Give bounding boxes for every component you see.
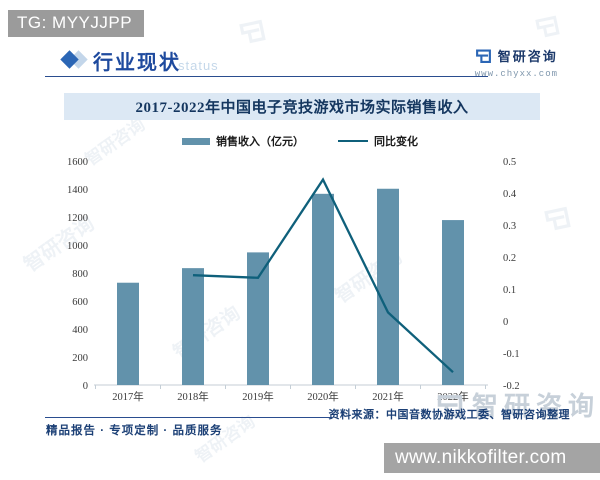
url-label: www.nikkofilter.com <box>395 447 567 468</box>
left-axis-tick: 1000 <box>67 241 88 252</box>
diamond-bullet-icon <box>60 50 91 69</box>
legend-line-swatch <box>338 139 368 143</box>
x-axis-label: 2019年 <box>242 390 274 403</box>
chart-title: 2017-2022年中国电子竞技游戏市场实际销售收入 <box>135 100 469 116</box>
zhiyan-logo-icon <box>475 47 492 64</box>
section-title: 行业现状 <box>93 52 181 74</box>
bar-2020年 <box>312 193 334 385</box>
right-axis-tick: 0 <box>503 317 508 328</box>
x-axis-label: 2017年 <box>112 390 144 403</box>
legend-item-yoy: 同比变化 <box>338 133 418 149</box>
left-axis-tick: 1200 <box>67 213 88 224</box>
right-axis-tick: -0.2 <box>503 381 520 392</box>
header-divider <box>45 76 488 77</box>
section-title-watermark: status <box>178 58 219 73</box>
legend-line-label: 同比变化 <box>374 136 418 148</box>
left-axis-tick: 800 <box>72 269 88 280</box>
footer-tagline: 精品报告 · 专项定制 · 品质服务 <box>46 425 223 437</box>
right-axis-tick: -0.1 <box>503 349 520 360</box>
bar-2019年 <box>247 252 269 385</box>
bar-2021年 <box>377 188 399 385</box>
brand-block: 智研咨询 www.chyxx.com <box>475 46 558 79</box>
footer-watermark: 智研咨询 <box>436 386 600 423</box>
right-axis-tick: 0.1 <box>503 285 516 296</box>
left-axis-tick: 600 <box>72 297 88 308</box>
tg-overlay-badge: TG: MYYJJPP <box>8 10 145 37</box>
right-axis-tick: 0.2 <box>503 253 516 264</box>
left-axis-tick: 0 <box>83 381 88 392</box>
legend-item-revenue: 销售收入（亿元） <box>182 133 304 149</box>
footer-divider <box>45 417 332 418</box>
left-axis-tick: 1400 <box>67 185 88 196</box>
legend-bar-label: 销售收入（亿元） <box>216 136 304 148</box>
x-axis-label: 2020年 <box>307 390 339 403</box>
url-overlay-bar: www.nikkofilter.com <box>384 443 600 473</box>
chart-legend: 销售收入（亿元） 同比变化 <box>0 133 600 149</box>
page-header: 行业现状 status 智研咨询 www.chyxx.com <box>0 0 600 90</box>
left-axis-tick: 1600 <box>67 157 88 168</box>
data-source-note: 资料来源：中国音数协游戏工委、智研咨询整理 <box>328 409 570 421</box>
bar-2017年 <box>117 282 139 385</box>
right-axis-tick: 0.5 <box>503 157 516 168</box>
tg-label: TG: MYYJJPP <box>17 13 133 32</box>
right-axis-tick: 0.3 <box>503 221 516 232</box>
x-axis-label: 2018年 <box>177 390 209 403</box>
x-axis-label: 2021年 <box>372 390 404 403</box>
left-axis-tick: 200 <box>72 353 88 364</box>
footer-watermark-text: 智研咨询 <box>472 391 600 421</box>
chart-svg: 1600 1400 1200 1000 800 600 400 200 0 0.5 0.4 0.3 0.… <box>67 157 520 403</box>
brand-name: 智研咨询 <box>497 49 558 64</box>
legend-bar-swatch <box>182 137 210 145</box>
yoy-line <box>192 177 454 374</box>
right-axis-tick: 0.4 <box>503 189 517 200</box>
brand-website: www.chyxx.com <box>474 69 558 79</box>
left-axis-tick: 400 <box>72 325 88 336</box>
bar-2018年 <box>182 268 204 385</box>
bar-2022年 <box>442 220 464 385</box>
chart-title-banner: 2017-2022年中国电子竞技游戏市场实际销售收入 <box>64 93 540 120</box>
